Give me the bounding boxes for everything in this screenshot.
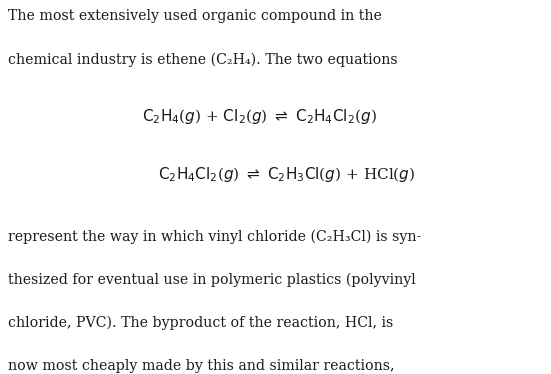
Text: thesized for eventual use in polymeric plastics (polyvinyl: thesized for eventual use in polymeric p… [8, 273, 416, 287]
Text: now most cheaply made by this and similar reactions,: now most cheaply made by this and simila… [8, 359, 395, 373]
Text: represent the way in which vinyl chloride (C₂H₃Cl) is syn-: represent the way in which vinyl chlorid… [8, 230, 422, 244]
Text: $\mathrm{C_2H_4Cl_2}$($g$) $\rightleftharpoons$ $\mathrm{C_2H_3Cl}$($g$) + HCl($: $\mathrm{C_2H_4Cl_2}$($g$) $\rightleftha… [158, 165, 415, 184]
Text: The most extensively used organic compound in the: The most extensively used organic compou… [8, 9, 382, 23]
Text: chloride, PVC). The byproduct of the reaction, HCl, is: chloride, PVC). The byproduct of the rea… [8, 316, 393, 330]
Text: chemical industry is ethene (C₂H₄). The two equations: chemical industry is ethene (C₂H₄). The … [8, 52, 398, 67]
Text: $\mathrm{C_2H_4}$($g$) + $\mathrm{Cl_2}$($g$) $\rightleftharpoons$ $\mathrm{C_2H: $\mathrm{C_2H_4}$($g$) + $\mathrm{Cl_2}$… [142, 107, 376, 126]
